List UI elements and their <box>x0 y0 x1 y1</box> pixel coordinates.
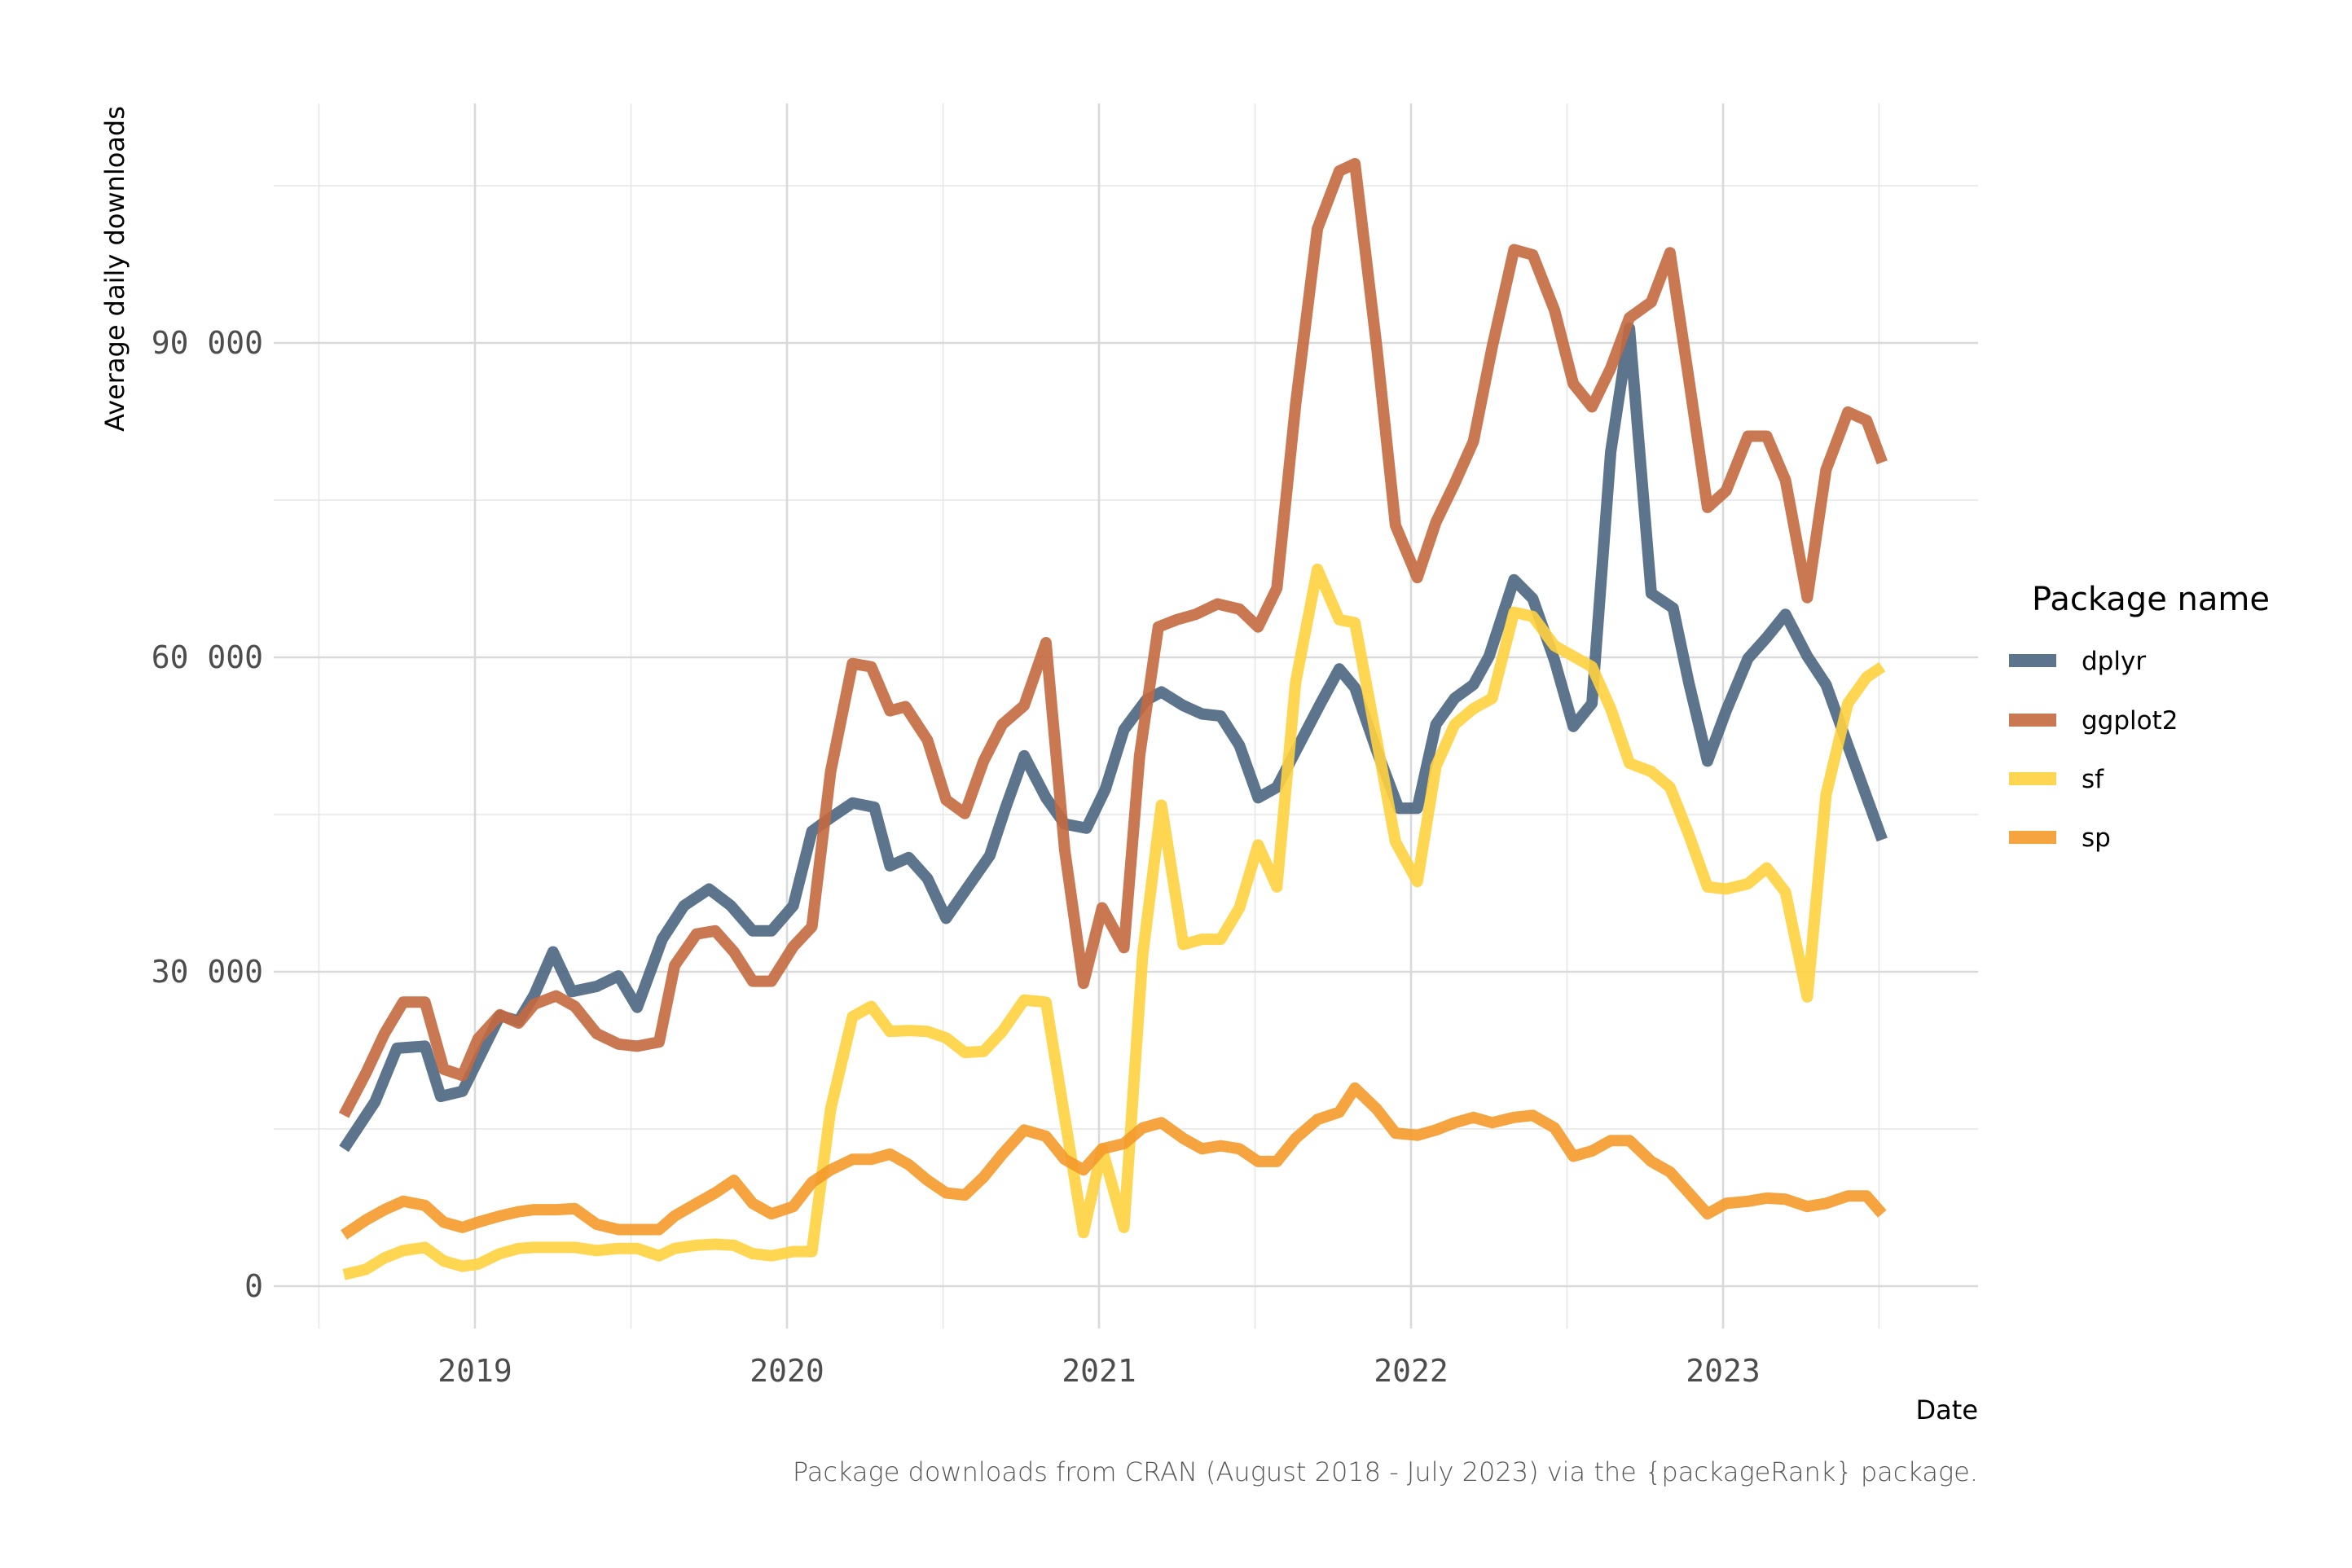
x-tick-label: 2021 <box>1062 1353 1136 1389</box>
series-line-ggplot2 <box>338 158 1888 1118</box>
x-axis-title: Date <box>1916 1395 1978 1425</box>
y-tick-label: 30 000 <box>152 954 263 990</box>
x-tick-label: 2023 <box>1686 1353 1761 1389</box>
legend-key-sp <box>2009 831 2056 844</box>
y-tick-label: 90 000 <box>152 325 263 361</box>
y-axis-tick-labels: 0 30 000 60 000 90 000 <box>152 325 263 1304</box>
x-tick-label: 2022 <box>1374 1353 1449 1389</box>
y-axis-title: Average daily downloads <box>99 106 130 432</box>
series-line-sp <box>341 1082 1887 1240</box>
legend-label: dplyr <box>2082 647 2146 676</box>
chart-caption: Package downloads from CRAN (August 2018… <box>793 1456 1978 1487</box>
legend-label: sp <box>2082 824 2111 853</box>
y-tick-label: 0 <box>244 1268 263 1304</box>
legend-item-sf: sf <box>2009 765 2104 794</box>
legend-item-sp: sp <box>2009 824 2111 853</box>
series-line-dplyr <box>339 323 1888 1153</box>
legend: Package name dplyr ggplot2 sf sp <box>2009 581 2270 853</box>
legend-item-ggplot2: ggplot2 <box>2009 706 2178 736</box>
legend-item-dplyr: dplyr <box>2009 647 2146 676</box>
legend-label: sf <box>2082 765 2104 794</box>
x-axis-tick-labels: 2019 2020 2021 2022 2023 <box>437 1353 1761 1389</box>
series-lines <box>338 158 1888 1280</box>
y-tick-label: 60 000 <box>152 639 263 675</box>
legend-key-dplyr <box>2009 654 2056 667</box>
x-tick-label: 2020 <box>750 1353 824 1389</box>
major-gridlines-x <box>473 103 1725 1329</box>
legend-key-ggplot2 <box>2009 714 2056 727</box>
legend-title: Package name <box>2032 581 2270 618</box>
x-tick-label: 2019 <box>437 1353 512 1389</box>
series-line-sf <box>342 563 1886 1280</box>
legend-key-sf <box>2009 772 2056 785</box>
legend-label: ggplot2 <box>2082 706 2178 736</box>
